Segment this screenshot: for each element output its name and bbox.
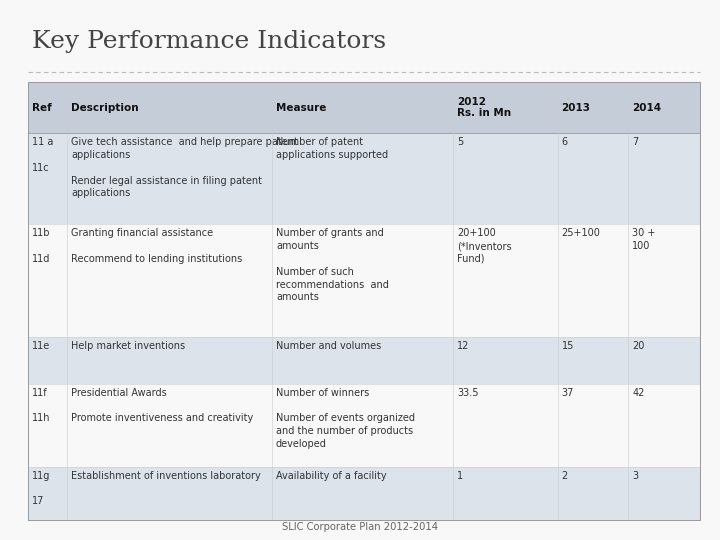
Text: 25+100: 25+100 [562,228,600,238]
Text: Give tech assistance  and help prepare patent
applications

Render legal assista: Give tech assistance and help prepare pa… [71,137,298,199]
Bar [628,82,700,133]
Text: Number of grants and
amounts

Number of such
recommendations  and
amounts: Number of grants and amounts Number of s… [276,228,389,302]
Text: Description: Description [71,103,139,113]
Text: Help market inventions: Help market inventions [71,341,185,352]
Text: 2: 2 [562,471,568,481]
Text: 11 a

11c: 11 a 11c [32,137,53,173]
Text: 1: 1 [457,471,464,481]
Text: 20: 20 [632,341,644,352]
Bar [28,82,67,133]
Bar [454,82,557,133]
Text: 6: 6 [562,137,567,147]
Text: Availability of a facility: Availability of a facility [276,471,387,481]
Text: Number of winners

Number of events organized
and the number of products
develop: Number of winners Number of events organ… [276,388,415,449]
Bar [28,384,700,467]
Text: 30 +
100: 30 + 100 [632,228,655,251]
Bar [28,133,700,224]
Text: 42: 42 [632,388,644,398]
Bar [28,224,700,338]
Bar [67,82,272,133]
Text: Establishment of inventions laboratory: Establishment of inventions laboratory [71,471,261,481]
Text: 33.5: 33.5 [457,388,479,398]
Text: 11f

11h: 11f 11h [32,388,50,423]
Text: 12: 12 [457,341,469,352]
Text: 11b

11d: 11b 11d [32,228,50,264]
Text: 20+100
(*Inventors
Fund): 20+100 (*Inventors Fund) [457,228,512,264]
Text: 2013: 2013 [562,103,590,113]
Text: 3: 3 [632,471,638,481]
Text: 37: 37 [562,388,574,398]
Text: 11e: 11e [32,341,50,352]
Text: Number and volumes: Number and volumes [276,341,381,352]
Text: Key Performance Indicators: Key Performance Indicators [32,30,386,53]
Text: Granting financial assistance

Recommend to lending institutions: Granting financial assistance Recommend … [71,228,242,264]
Text: 2014: 2014 [632,103,661,113]
Bar [272,82,454,133]
Text: 11g

17: 11g 17 [32,471,50,507]
Text: Presidential Awards

Promote inventiveness and creativity: Presidential Awards Promote inventivenes… [71,388,253,423]
Text: 2012
Rs. in Mn: 2012 Rs. in Mn [457,97,511,118]
Text: 5: 5 [457,137,464,147]
Text: Ref: Ref [32,103,52,113]
Bar [28,338,700,384]
Bar [28,82,700,520]
Text: 15: 15 [562,341,574,352]
Text: Measure: Measure [276,103,326,113]
Text: SLIC Corporate Plan 2012-2014: SLIC Corporate Plan 2012-2014 [282,522,438,532]
Bar [557,82,628,133]
Text: 7: 7 [632,137,639,147]
Text: Number of patent
applications supported: Number of patent applications supported [276,137,388,160]
Bar [28,467,700,520]
